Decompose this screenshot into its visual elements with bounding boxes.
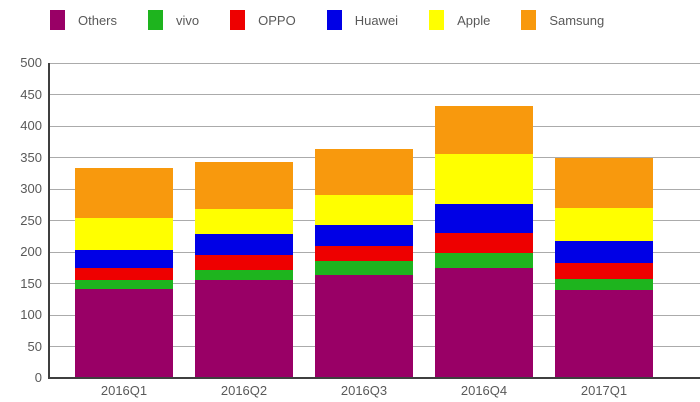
y-tick-label: 150 xyxy=(20,275,42,291)
bar-2016Q2 xyxy=(195,161,293,378)
bar-segment-2016Q3-oppo xyxy=(315,246,413,262)
bar-segment-2016Q4-huawei xyxy=(435,204,533,234)
bar-2017Q1 xyxy=(555,158,653,378)
y-tick-label: 50 xyxy=(27,338,42,354)
y-tick-label: 100 xyxy=(20,307,42,322)
x-tick-label: 2016Q3 xyxy=(340,383,388,398)
bar-2016Q4 xyxy=(435,105,533,378)
legend-swatch-apple xyxy=(429,10,445,30)
bar-segment-2016Q2-oppo xyxy=(195,255,293,271)
legend-swatch-oppo xyxy=(230,10,246,30)
bar-segment-2017Q1-oppo xyxy=(555,262,653,280)
legend-swatch-vivo xyxy=(148,10,164,30)
y-tick-label: 200 xyxy=(20,244,42,259)
legend-item-samsung: Samsung xyxy=(521,10,604,30)
bar-segment-2017Q1-apple xyxy=(555,207,653,241)
bar-segment-2017Q1-vivo xyxy=(555,279,653,290)
x-tick-label: 2016Q4 xyxy=(460,383,508,398)
x-tick-label: 2016Q1 xyxy=(100,383,148,398)
y-tick-label: 400 xyxy=(20,118,42,133)
bar-segment-2016Q1-huawei xyxy=(75,250,173,269)
bar-segment-2017Q1-huawei xyxy=(555,240,653,263)
x-axis-line xyxy=(48,377,700,379)
bar-segment-2016Q1-others xyxy=(75,289,173,378)
bar-segment-2016Q2-others xyxy=(195,279,293,378)
bar-segment-2016Q3-others xyxy=(315,274,413,378)
bar-segment-2016Q1-oppo xyxy=(75,268,173,281)
y-tick-label: 450 xyxy=(20,86,42,102)
bar-segment-2016Q4-oppo xyxy=(435,233,533,254)
bar-segment-2017Q1-samsung xyxy=(555,158,653,208)
legend-item-apple: Apple xyxy=(429,10,490,30)
bar-segment-2016Q3-vivo xyxy=(315,261,413,275)
x-tick-label: 2016Q2 xyxy=(220,383,268,398)
bar-segment-2016Q1-samsung xyxy=(75,167,173,218)
gridline-500 xyxy=(49,62,700,64)
gridline-400 xyxy=(49,125,700,127)
legend-swatch-huawei xyxy=(326,10,342,30)
y-tick-label: 350 xyxy=(20,149,42,165)
legend-label: Huawei xyxy=(354,12,399,28)
bar-2016Q3 xyxy=(315,149,413,378)
bar-segment-2016Q3-apple xyxy=(315,195,413,225)
bar-segment-2016Q2-samsung xyxy=(195,161,293,210)
legend-label: Samsung xyxy=(549,12,605,28)
legend-label: OPPO xyxy=(258,12,296,28)
bar-segment-2016Q3-samsung xyxy=(315,149,413,196)
bar-segment-2016Q4-samsung xyxy=(435,105,533,154)
bar-segment-2016Q2-apple xyxy=(195,209,293,235)
bar-2016Q1 xyxy=(75,167,173,378)
legend-label: Apple xyxy=(457,12,491,28)
y-tick-label: 300 xyxy=(20,181,42,196)
bar-segment-2016Q2-huawei xyxy=(195,234,293,256)
legend-item-huawei: Huawei xyxy=(326,10,399,30)
legend-swatch-others xyxy=(50,10,65,30)
y-tick-label: 250 xyxy=(20,212,42,228)
bar-segment-2017Q1-others xyxy=(555,289,653,378)
bar-segment-2016Q2-vivo xyxy=(195,270,293,280)
legend: Others vivo OPPO Huawei Apple Samsung xyxy=(50,7,604,33)
bar-segment-2016Q4-vivo xyxy=(435,253,533,269)
bar-segment-2016Q1-apple xyxy=(75,218,173,251)
legend-item-oppo: OPPO xyxy=(230,10,296,30)
bar-segment-2016Q4-apple xyxy=(435,153,533,205)
legend-item-vivo: vivo xyxy=(148,10,199,30)
gridline-450 xyxy=(49,94,700,95)
legend-item-others: Others xyxy=(50,10,117,30)
y-tick-label: 500 xyxy=(20,55,42,70)
bar-segment-2016Q1-vivo xyxy=(75,280,173,290)
bar-segment-2016Q3-huawei xyxy=(315,224,413,247)
y-tick-label: 0 xyxy=(34,370,42,385)
x-tick-label: 2017Q1 xyxy=(580,383,628,398)
y-axis-line xyxy=(48,63,50,379)
legend-label: vivo xyxy=(176,12,200,28)
legend-label: Others xyxy=(78,12,118,28)
bar-segment-2016Q4-others xyxy=(435,268,533,378)
legend-swatch-samsung xyxy=(521,10,537,30)
